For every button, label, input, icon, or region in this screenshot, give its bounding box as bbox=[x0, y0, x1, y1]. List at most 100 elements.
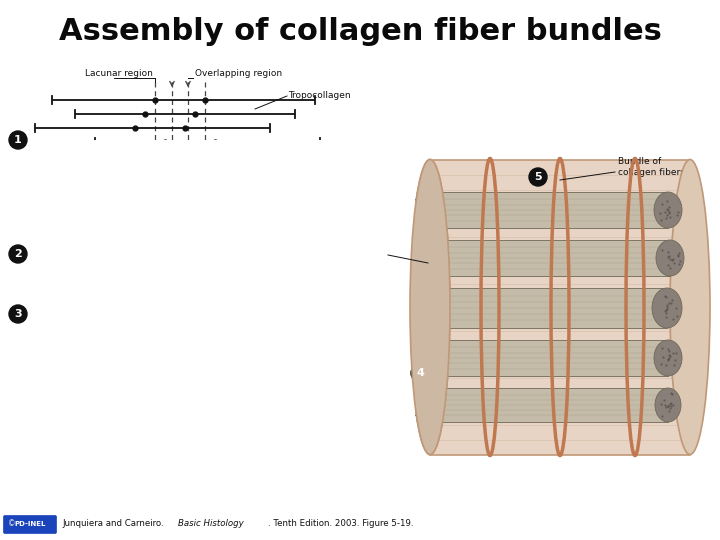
Bar bbox=[278, 277, 286, 283]
Bar bbox=[251, 269, 259, 275]
Bar bbox=[44, 247, 52, 253]
Bar bbox=[233, 269, 241, 275]
Bar bbox=[44, 232, 52, 239]
Bar bbox=[71, 269, 79, 275]
Bar bbox=[260, 247, 268, 253]
Bar bbox=[251, 225, 259, 231]
Bar bbox=[224, 247, 232, 253]
Bar bbox=[134, 262, 142, 268]
Bar bbox=[287, 225, 295, 231]
Bar bbox=[188, 277, 196, 283]
Bar bbox=[62, 247, 70, 253]
Bar bbox=[26, 232, 34, 239]
Bar bbox=[71, 255, 79, 261]
Bar bbox=[116, 247, 124, 253]
Text: Tropocollagen: Tropocollagen bbox=[288, 91, 351, 99]
Bar bbox=[60, 296, 71, 332]
Text: PD-INEL: PD-INEL bbox=[14, 521, 45, 527]
Bar bbox=[42, 296, 53, 332]
Bar bbox=[71, 225, 79, 231]
Bar bbox=[107, 255, 115, 261]
Bar bbox=[332, 262, 340, 268]
Bar bbox=[125, 225, 133, 231]
Bar bbox=[269, 296, 276, 332]
Bar bbox=[296, 232, 304, 239]
Bar bbox=[26, 247, 34, 253]
Bar bbox=[17, 240, 25, 246]
Bar bbox=[62, 232, 70, 239]
Bar bbox=[215, 240, 223, 246]
Bar bbox=[323, 240, 331, 246]
FancyArrowPatch shape bbox=[356, 321, 408, 359]
Ellipse shape bbox=[654, 192, 682, 228]
Bar bbox=[53, 225, 61, 231]
Bar bbox=[251, 255, 259, 261]
Bar bbox=[161, 269, 169, 275]
Bar bbox=[152, 277, 160, 283]
Bar bbox=[350, 277, 358, 283]
Bar bbox=[80, 247, 88, 253]
Bar bbox=[224, 262, 232, 268]
Bar bbox=[323, 269, 331, 275]
Bar bbox=[26, 262, 34, 268]
Bar bbox=[134, 277, 142, 283]
Bar bbox=[134, 232, 142, 239]
Bar bbox=[143, 255, 151, 261]
Text: Lacunar region: Lacunar region bbox=[82, 420, 150, 429]
Bar bbox=[260, 277, 268, 283]
Bar bbox=[269, 240, 277, 246]
Bar bbox=[89, 269, 97, 275]
Circle shape bbox=[529, 168, 547, 186]
Bar bbox=[161, 255, 169, 261]
Bar bbox=[71, 240, 79, 246]
Bar bbox=[89, 296, 96, 332]
Bar bbox=[62, 277, 70, 283]
Bar bbox=[35, 269, 43, 275]
Text: 280 nm: 280 nm bbox=[153, 293, 187, 302]
Bar bbox=[71, 296, 78, 332]
Bar bbox=[242, 277, 250, 283]
Bar bbox=[341, 296, 348, 332]
Text: ©: © bbox=[8, 519, 16, 529]
Bar bbox=[330, 296, 341, 332]
Bar bbox=[242, 232, 250, 239]
Bar bbox=[143, 269, 151, 275]
Bar bbox=[287, 269, 295, 275]
Text: . Tenth Edition. 2003. Figure 5-19.: . Tenth Edition. 2003. Figure 5-19. bbox=[268, 519, 413, 529]
Circle shape bbox=[9, 131, 27, 149]
Bar bbox=[143, 296, 150, 332]
Bar bbox=[80, 232, 88, 239]
Bar bbox=[53, 255, 61, 261]
Bar bbox=[98, 277, 106, 283]
Bar bbox=[215, 225, 223, 231]
Circle shape bbox=[9, 245, 27, 263]
Bar bbox=[98, 262, 106, 268]
Bar bbox=[422, 240, 670, 276]
Text: 3: 3 bbox=[14, 309, 22, 319]
Bar bbox=[170, 262, 178, 268]
Bar bbox=[125, 269, 133, 275]
Bar bbox=[89, 225, 97, 231]
Bar bbox=[418, 192, 668, 228]
Bar bbox=[53, 240, 61, 246]
Bar bbox=[150, 296, 161, 332]
Bar bbox=[107, 296, 114, 332]
Bar bbox=[332, 232, 340, 239]
Bar bbox=[186, 296, 197, 332]
Bar bbox=[35, 223, 350, 285]
Bar bbox=[78, 296, 89, 332]
Bar bbox=[314, 247, 322, 253]
Bar bbox=[296, 247, 304, 253]
Bar bbox=[197, 240, 205, 246]
Bar bbox=[206, 277, 214, 283]
Bar bbox=[188, 247, 196, 253]
Bar bbox=[350, 262, 358, 268]
Ellipse shape bbox=[652, 288, 682, 328]
Ellipse shape bbox=[410, 159, 450, 455]
Bar bbox=[152, 262, 160, 268]
Bar bbox=[179, 225, 187, 231]
Bar bbox=[332, 277, 340, 283]
Bar bbox=[197, 225, 205, 231]
Bar bbox=[251, 240, 259, 246]
Bar bbox=[35, 295, 350, 333]
